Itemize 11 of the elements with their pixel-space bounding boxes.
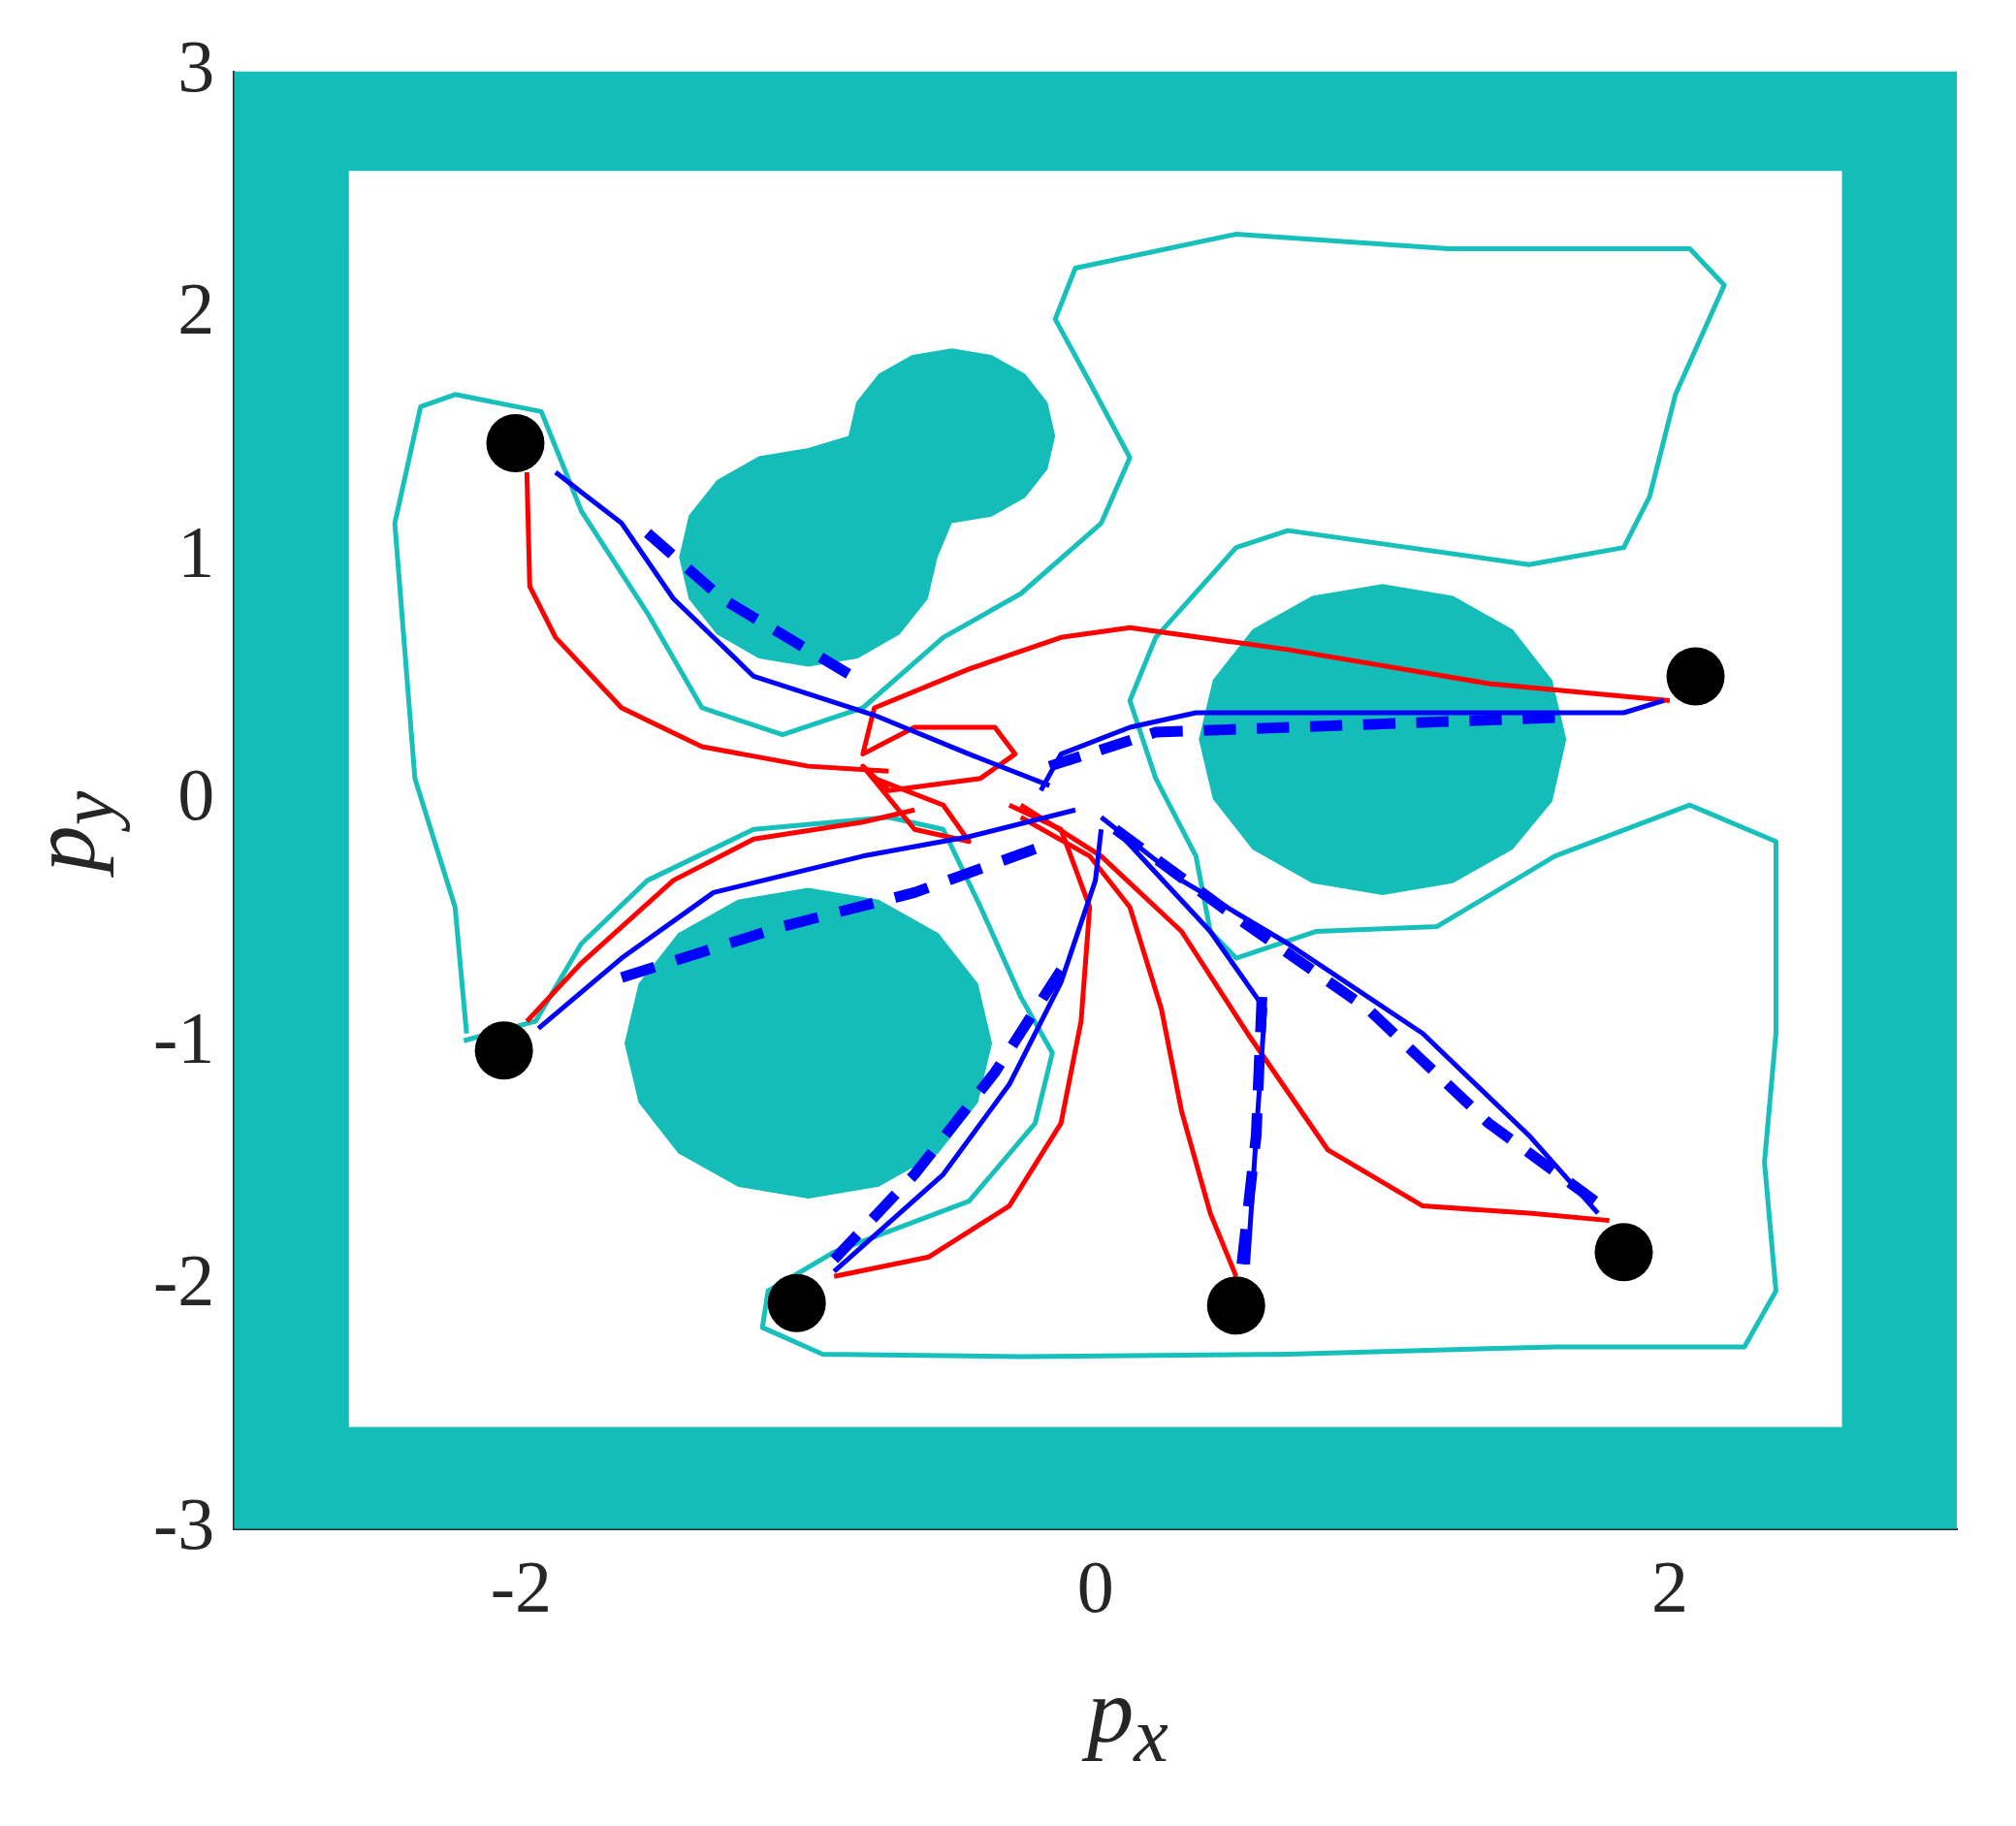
x-axis-title: p$_{x}$ <box>1080 1657 1169 1780</box>
y-tick-label: 1 <box>177 510 215 593</box>
y-tick-label: 3 <box>177 24 215 107</box>
y-tick-label: -3 <box>153 1482 215 1564</box>
x-tick-label: 0 <box>1076 1546 1114 1628</box>
y-tick-label: 2 <box>177 268 215 350</box>
y-tick-label: -2 <box>153 1239 215 1322</box>
y-tick-label: 0 <box>177 753 215 836</box>
y-tick-label: -1 <box>153 996 215 1078</box>
x-tick-label: 2 <box>1650 1546 1688 1628</box>
x-tick-label: -2 <box>490 1546 553 1628</box>
